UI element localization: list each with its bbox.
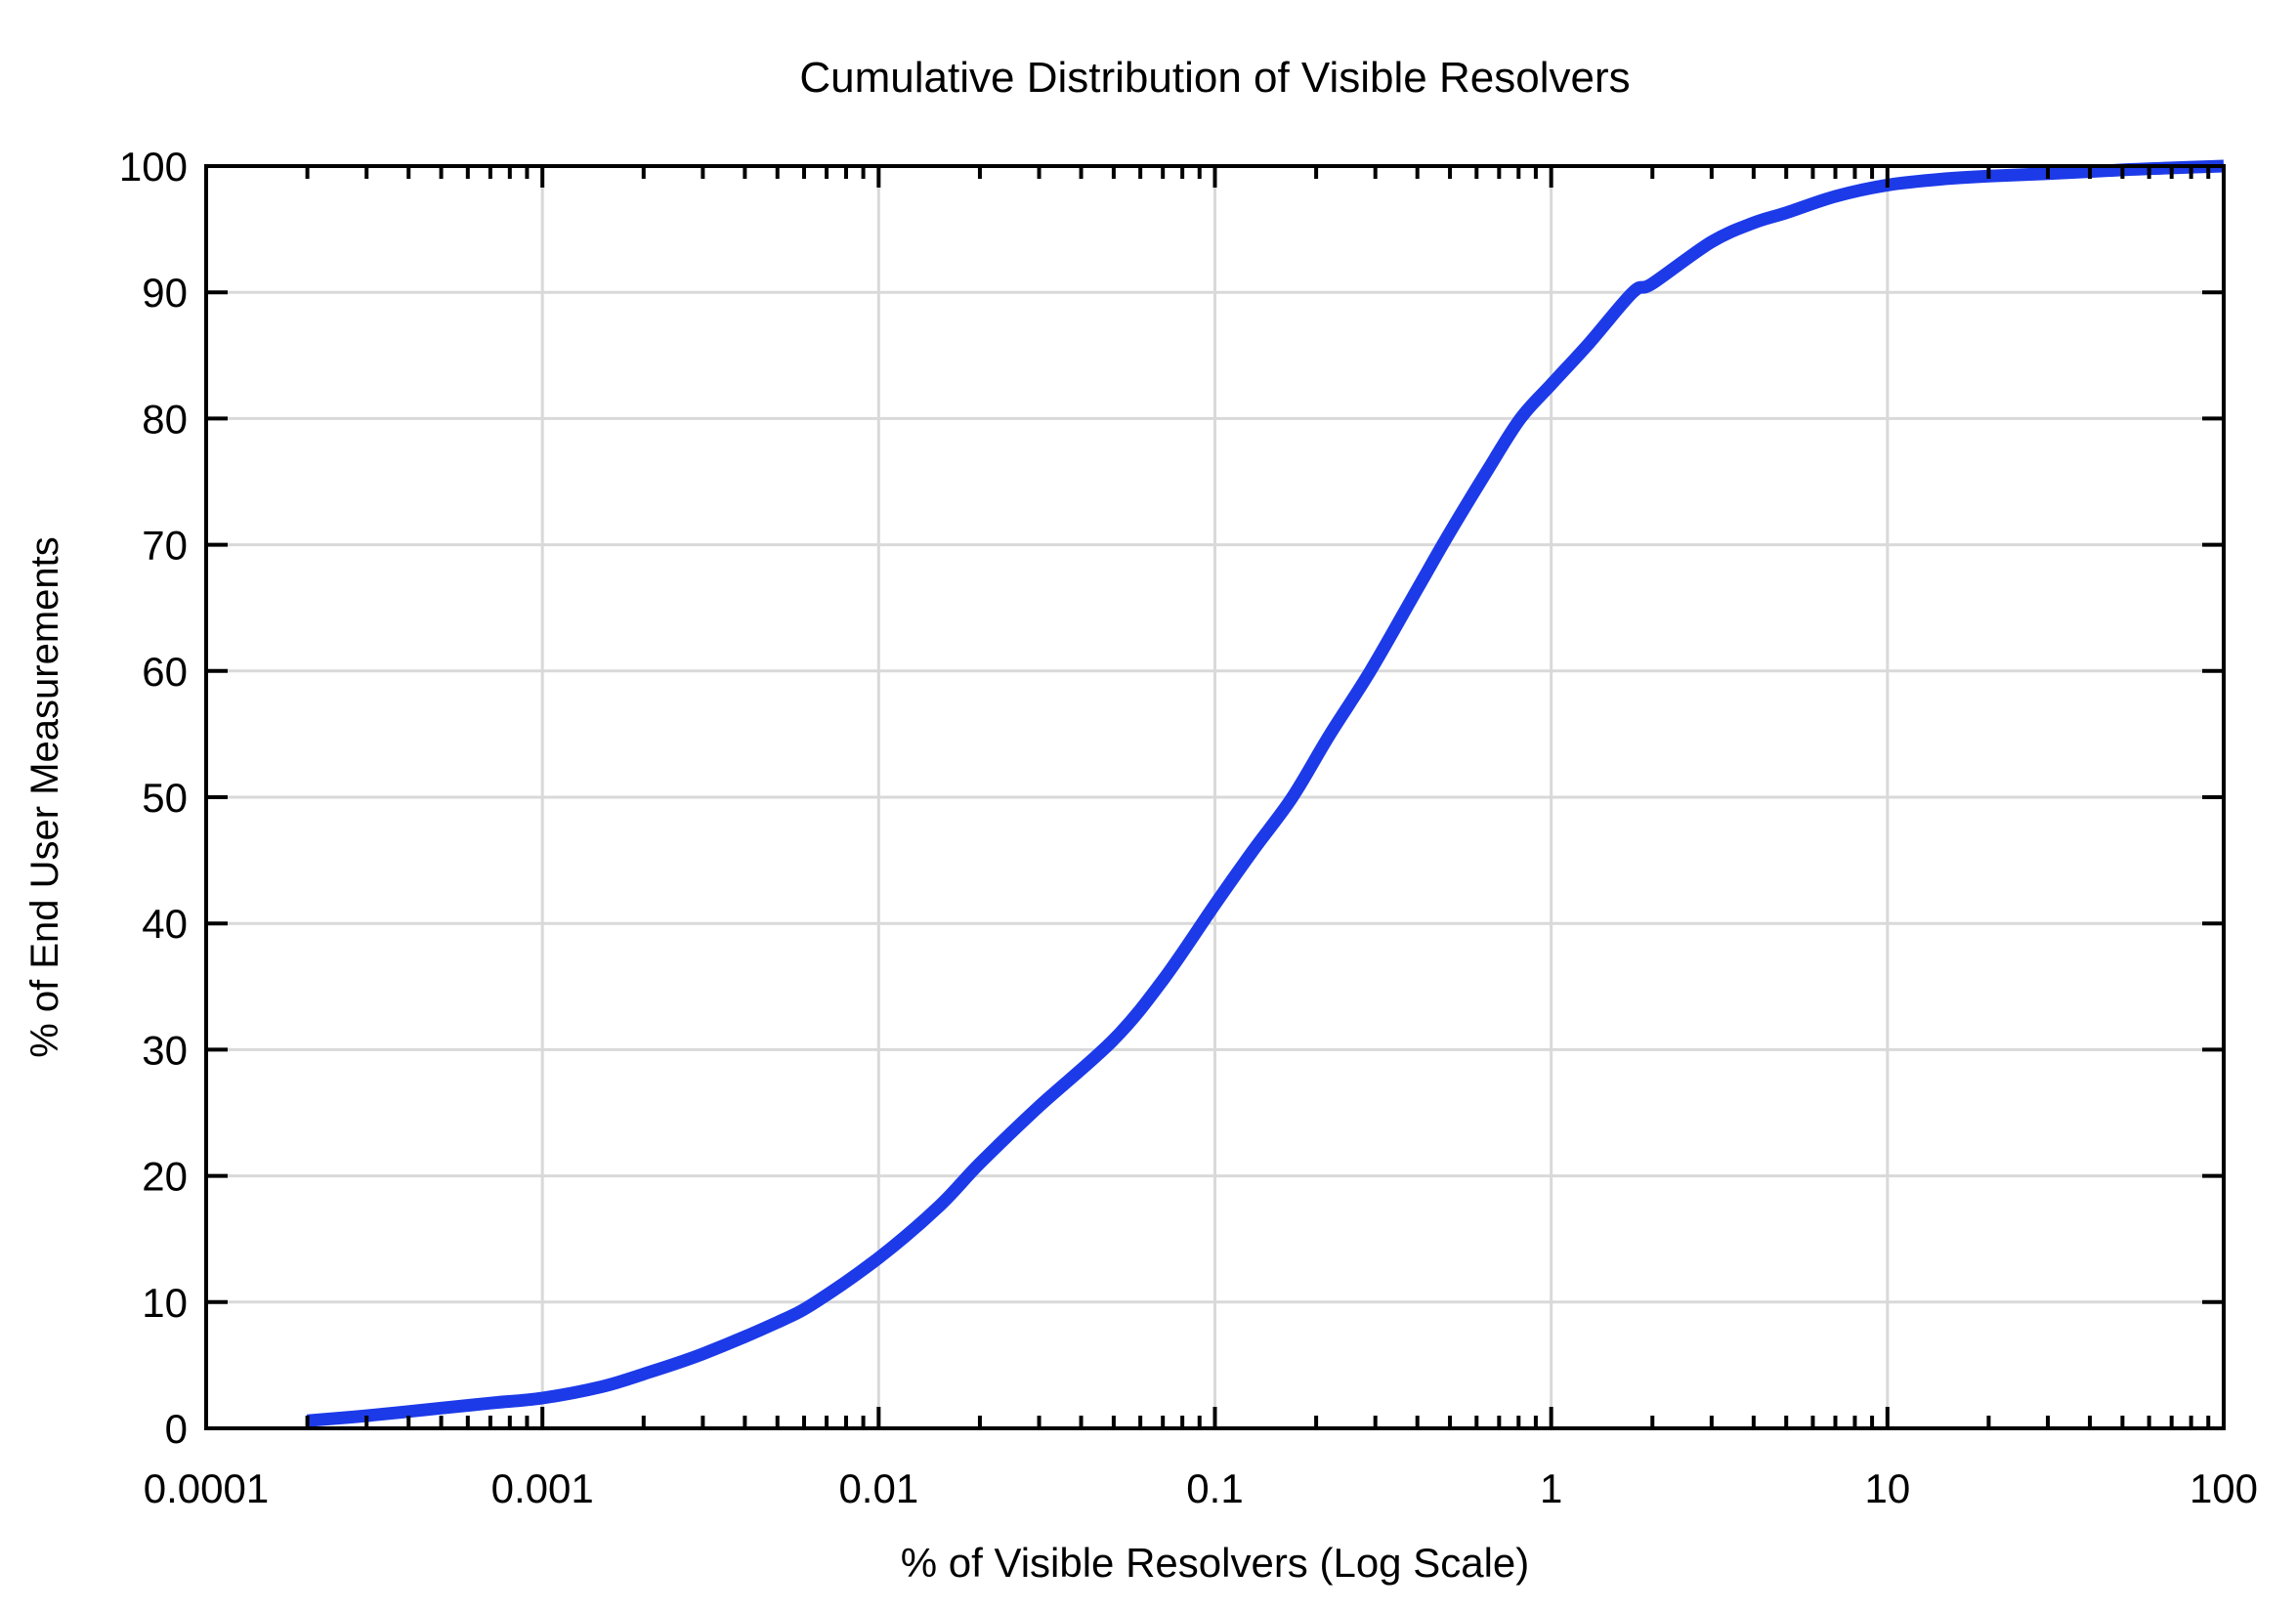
y-tick-label: 60 (142, 649, 188, 695)
x-axis-title: % of Visible Resolvers (Log Scale) (900, 1540, 1530, 1586)
tick-labels: 0.0001 0.001 0.01 0.1 1 10 100 0 10 20 30 40 50 60 70 8… (119, 144, 2258, 1511)
x-tick-label: 0.0001 (144, 1465, 269, 1511)
x-tick-label: 1 (1540, 1465, 1562, 1511)
y-tick-label: 80 (142, 396, 188, 442)
x-tick-label: 0.01 (838, 1465, 918, 1511)
y-axis-title: % of End User Measurements (23, 536, 66, 1058)
x-tick-label: 0.001 (491, 1465, 594, 1511)
y-tick-label: 0 (165, 1406, 188, 1452)
chart-title: Cumulative Distribution of Visible Resol… (799, 54, 1631, 102)
x-tick-label: 10 (1864, 1465, 1910, 1511)
y-tick-label: 30 (142, 1027, 188, 1073)
gridlines (206, 166, 2224, 1428)
y-tick-label: 20 (142, 1154, 188, 1200)
y-tick-label: 10 (142, 1280, 188, 1326)
y-tick-label: 100 (119, 144, 188, 190)
y-tick-label: 70 (142, 523, 188, 569)
y-tick-label: 40 (142, 901, 188, 947)
x-tick-label: 100 (2190, 1465, 2258, 1511)
y-tick-label: 50 (142, 775, 188, 821)
y-tick-label: 90 (142, 270, 188, 316)
cdf-curve (307, 159, 2225, 1427)
x-tick-label: 0.1 (1186, 1465, 1243, 1511)
axis-ticks (204, 164, 2226, 1430)
